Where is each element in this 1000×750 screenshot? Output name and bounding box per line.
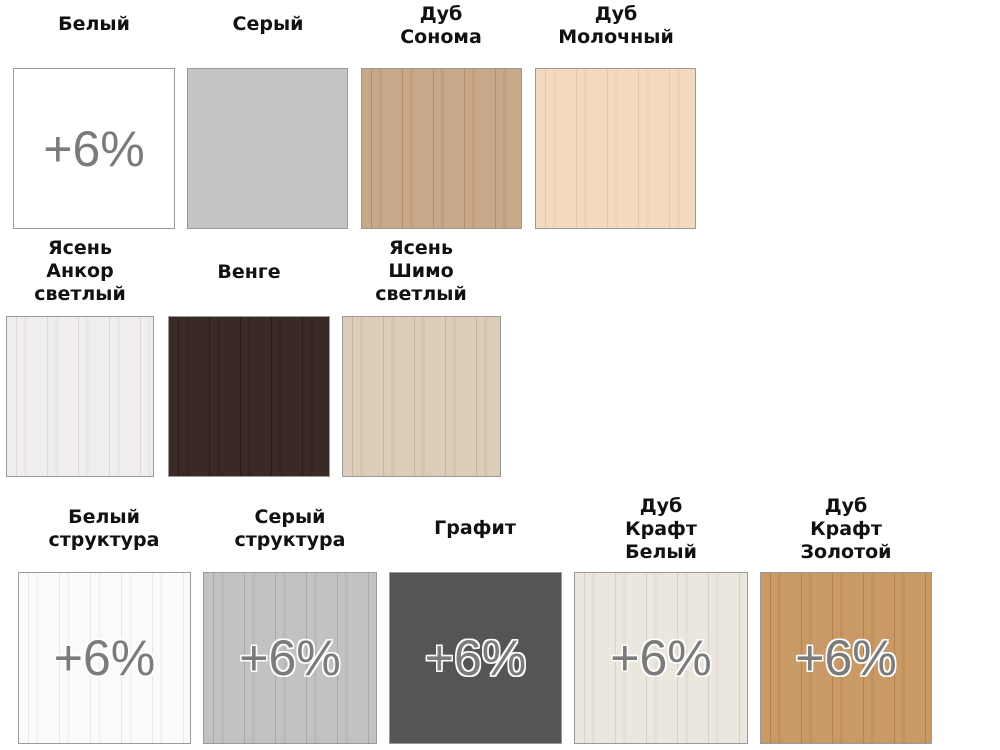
- swatch-label: Ясень Шимо светлый: [321, 237, 521, 306]
- swatch-label-line: Дуб: [824, 495, 868, 517]
- color-swatch[interactable]: [187, 68, 348, 229]
- color-swatch[interactable]: [6, 316, 154, 477]
- swatch-label-line: Ясень: [389, 237, 453, 259]
- swatch-label-line: Белый: [58, 13, 130, 35]
- swatch-label-line: светлый: [34, 283, 126, 305]
- swatch-label-line: Сонома: [400, 26, 482, 48]
- swatch-label-line: Серый: [254, 506, 326, 528]
- swatch-label: Серый: [168, 13, 368, 36]
- color-swatch[interactable]: [168, 316, 330, 477]
- surcharge-badge: +6%: [43, 120, 145, 177]
- swatch-label-line: Дуб: [594, 3, 638, 25]
- surcharge-badge: +6%: [795, 630, 897, 686]
- swatch-label-line: Дуб: [639, 495, 683, 517]
- swatch-label: Венге: [149, 261, 349, 284]
- color-swatch[interactable]: +6%: [389, 572, 562, 744]
- color-swatch[interactable]: +6%: [13, 68, 175, 229]
- surcharge-badge: +6%: [53, 630, 156, 686]
- swatch-label-line: Дуб: [419, 3, 463, 25]
- swatch-label: Дуб Крафт Белый: [561, 495, 761, 564]
- surcharge-badge: +6%: [610, 630, 712, 686]
- swatch-label: Дуб Молочный: [516, 3, 716, 49]
- color-swatch[interactable]: [342, 316, 501, 477]
- swatch-label-line: Шимо: [388, 260, 454, 282]
- swatch-label-line: структура: [234, 529, 346, 551]
- swatch-label-line: Молочный: [558, 26, 674, 48]
- swatch-label: Дуб Крафт Золотой: [746, 495, 946, 564]
- color-swatch[interactable]: [361, 68, 522, 229]
- swatch-label-line: Крафт: [810, 518, 882, 540]
- swatch-label-line: Белый: [68, 506, 140, 528]
- swatch-label-line: светлый: [375, 283, 467, 305]
- color-swatch[interactable]: +6%: [574, 572, 748, 744]
- swatch-label-line: Золотой: [800, 541, 892, 563]
- swatch-label-line: Серый: [232, 13, 304, 35]
- color-swatch[interactable]: +6%: [18, 572, 191, 744]
- surcharge-badge: +6%: [239, 630, 341, 686]
- color-swatch[interactable]: +6%: [760, 572, 932, 744]
- color-swatch[interactable]: [535, 68, 696, 229]
- swatch-label-line: Крафт: [625, 518, 697, 540]
- color-swatch[interactable]: +6%: [203, 572, 377, 744]
- swatch-label-line: Белый: [625, 541, 697, 563]
- swatch-label-line: Ясень: [48, 237, 112, 259]
- swatch-label: Дуб Сонома: [341, 3, 541, 49]
- swatch-label-line: Анкор: [46, 260, 114, 282]
- swatch-label: Ясень Анкор светлый: [0, 237, 180, 306]
- surcharge-badge: +6%: [424, 630, 527, 686]
- swatch-label-line: Венге: [217, 261, 281, 283]
- swatch-label: Графит: [375, 517, 575, 540]
- swatch-label: Серый структура: [190, 506, 390, 552]
- swatch-label-line: Графит: [434, 517, 516, 539]
- swatch-label-line: структура: [48, 529, 160, 551]
- swatch-label: Белый: [0, 13, 194, 36]
- swatch-label: Белый структура: [4, 506, 204, 552]
